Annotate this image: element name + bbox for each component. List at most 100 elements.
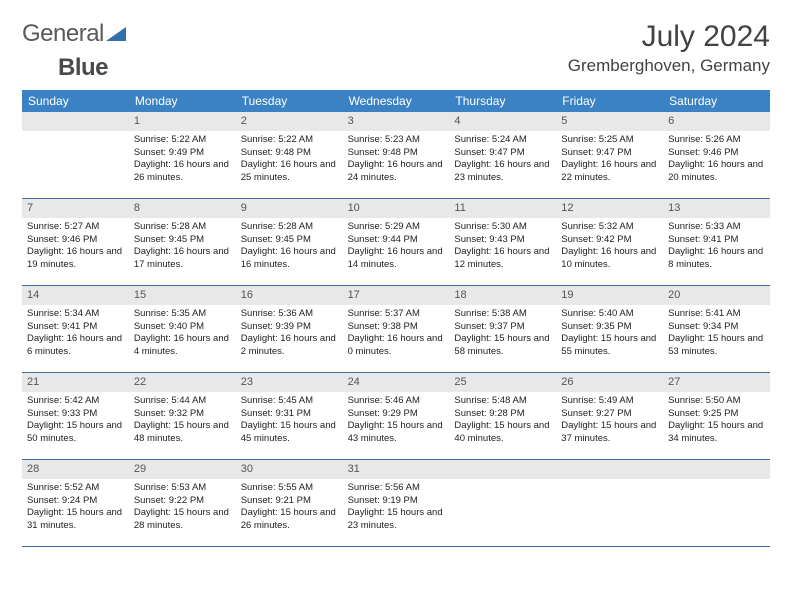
day-details: Sunrise: 5:56 AMSunset: 9:19 PMDaylight:… [343,479,450,537]
calendar-cell: 5Sunrise: 5:25 AMSunset: 9:47 PMDaylight… [556,112,663,198]
day-details: Sunrise: 5:33 AMSunset: 9:41 PMDaylight:… [663,218,770,276]
day-details: Sunrise: 5:35 AMSunset: 9:40 PMDaylight:… [129,305,236,363]
day-details: Sunrise: 5:25 AMSunset: 9:47 PMDaylight:… [556,131,663,189]
day-number: 18 [449,286,556,305]
day-number: 31 [343,460,450,479]
day-details: Sunrise: 5:38 AMSunset: 9:37 PMDaylight:… [449,305,556,363]
calendar-cell: 2Sunrise: 5:22 AMSunset: 9:48 PMDaylight… [236,112,343,198]
calendar-cell: 21Sunrise: 5:42 AMSunset: 9:33 PMDayligh… [22,373,129,459]
day-number: 27 [663,373,770,392]
header: General Blue July 2024 Gremberghoven, Ge… [22,20,770,82]
calendar-cell: 27Sunrise: 5:50 AMSunset: 9:25 PMDayligh… [663,373,770,459]
week-row: 14Sunrise: 5:34 AMSunset: 9:41 PMDayligh… [22,286,770,373]
day-details: Sunrise: 5:52 AMSunset: 9:24 PMDaylight:… [22,479,129,537]
day-number: 17 [343,286,450,305]
month-title: July 2024 [568,20,770,54]
day-details: Sunrise: 5:42 AMSunset: 9:33 PMDaylight:… [22,392,129,450]
day-details: Sunrise: 5:27 AMSunset: 9:46 PMDaylight:… [22,218,129,276]
day-number: 3 [343,112,450,131]
weekday-header-row: SundayMondayTuesdayWednesdayThursdayFrid… [22,90,770,112]
day-details: Sunrise: 5:28 AMSunset: 9:45 PMDaylight:… [236,218,343,276]
calendar-cell: 20Sunrise: 5:41 AMSunset: 9:34 PMDayligh… [663,286,770,372]
day-number: 8 [129,199,236,218]
location: Gremberghoven, Germany [568,56,770,76]
calendar-cell: 22Sunrise: 5:44 AMSunset: 9:32 PMDayligh… [129,373,236,459]
calendar-cell: 15Sunrise: 5:35 AMSunset: 9:40 PMDayligh… [129,286,236,372]
logo-text: General Blue [22,20,126,82]
calendar-cell [22,112,129,198]
day-number: 19 [556,286,663,305]
calendar-cell [449,460,556,546]
day-details: Sunrise: 5:26 AMSunset: 9:46 PMDaylight:… [663,131,770,189]
day-number: 7 [22,199,129,218]
day-number: 21 [22,373,129,392]
logo: General Blue [22,20,126,82]
calendar-cell: 25Sunrise: 5:48 AMSunset: 9:28 PMDayligh… [449,373,556,459]
weekday-header: Monday [129,90,236,112]
day-details [663,479,770,539]
day-number: 29 [129,460,236,479]
day-number: 25 [449,373,556,392]
day-number [663,460,770,479]
logo-part2: Blue [58,54,108,81]
day-number: 9 [236,199,343,218]
calendar-cell: 26Sunrise: 5:49 AMSunset: 9:27 PMDayligh… [556,373,663,459]
day-number [449,460,556,479]
day-details: Sunrise: 5:30 AMSunset: 9:43 PMDaylight:… [449,218,556,276]
calendar-cell: 7Sunrise: 5:27 AMSunset: 9:46 PMDaylight… [22,199,129,285]
day-details: Sunrise: 5:36 AMSunset: 9:39 PMDaylight:… [236,305,343,363]
weekday-header: Saturday [663,90,770,112]
day-details: Sunrise: 5:53 AMSunset: 9:22 PMDaylight:… [129,479,236,537]
day-details: Sunrise: 5:23 AMSunset: 9:48 PMDaylight:… [343,131,450,189]
weekday-header: Wednesday [343,90,450,112]
day-details: Sunrise: 5:28 AMSunset: 9:45 PMDaylight:… [129,218,236,276]
day-details [22,131,129,191]
day-details: Sunrise: 5:34 AMSunset: 9:41 PMDaylight:… [22,305,129,363]
day-number: 15 [129,286,236,305]
day-details: Sunrise: 5:22 AMSunset: 9:48 PMDaylight:… [236,131,343,189]
weeks-container: 1Sunrise: 5:22 AMSunset: 9:49 PMDaylight… [22,112,770,547]
calendar-cell: 29Sunrise: 5:53 AMSunset: 9:22 PMDayligh… [129,460,236,546]
calendar-cell [663,460,770,546]
logo-part1: General [22,20,104,47]
calendar: SundayMondayTuesdayWednesdayThursdayFrid… [22,90,770,547]
day-details: Sunrise: 5:29 AMSunset: 9:44 PMDaylight:… [343,218,450,276]
calendar-cell: 19Sunrise: 5:40 AMSunset: 9:35 PMDayligh… [556,286,663,372]
day-number: 28 [22,460,129,479]
calendar-cell: 10Sunrise: 5:29 AMSunset: 9:44 PMDayligh… [343,199,450,285]
day-number: 26 [556,373,663,392]
day-number: 5 [556,112,663,131]
day-details: Sunrise: 5:46 AMSunset: 9:29 PMDaylight:… [343,392,450,450]
calendar-cell: 31Sunrise: 5:56 AMSunset: 9:19 PMDayligh… [343,460,450,546]
weekday-header: Tuesday [236,90,343,112]
day-number: 6 [663,112,770,131]
day-details [556,479,663,539]
day-number: 16 [236,286,343,305]
day-number: 23 [236,373,343,392]
calendar-cell: 11Sunrise: 5:30 AMSunset: 9:43 PMDayligh… [449,199,556,285]
calendar-cell: 24Sunrise: 5:46 AMSunset: 9:29 PMDayligh… [343,373,450,459]
calendar-cell: 8Sunrise: 5:28 AMSunset: 9:45 PMDaylight… [129,199,236,285]
calendar-cell: 9Sunrise: 5:28 AMSunset: 9:45 PMDaylight… [236,199,343,285]
day-number: 20 [663,286,770,305]
day-details: Sunrise: 5:40 AMSunset: 9:35 PMDaylight:… [556,305,663,363]
day-number: 22 [129,373,236,392]
week-row: 7Sunrise: 5:27 AMSunset: 9:46 PMDaylight… [22,199,770,286]
day-number [22,112,129,131]
day-details: Sunrise: 5:50 AMSunset: 9:25 PMDaylight:… [663,392,770,450]
calendar-cell: 30Sunrise: 5:55 AMSunset: 9:21 PMDayligh… [236,460,343,546]
day-number: 11 [449,199,556,218]
week-row: 28Sunrise: 5:52 AMSunset: 9:24 PMDayligh… [22,460,770,547]
day-details [449,479,556,539]
calendar-cell [556,460,663,546]
day-number: 1 [129,112,236,131]
title-block: July 2024 Gremberghoven, Germany [568,20,770,76]
week-row: 1Sunrise: 5:22 AMSunset: 9:49 PMDaylight… [22,112,770,199]
calendar-cell: 18Sunrise: 5:38 AMSunset: 9:37 PMDayligh… [449,286,556,372]
day-number: 14 [22,286,129,305]
day-number: 10 [343,199,450,218]
day-number [556,460,663,479]
day-details: Sunrise: 5:32 AMSunset: 9:42 PMDaylight:… [556,218,663,276]
day-number: 4 [449,112,556,131]
day-number: 13 [663,199,770,218]
